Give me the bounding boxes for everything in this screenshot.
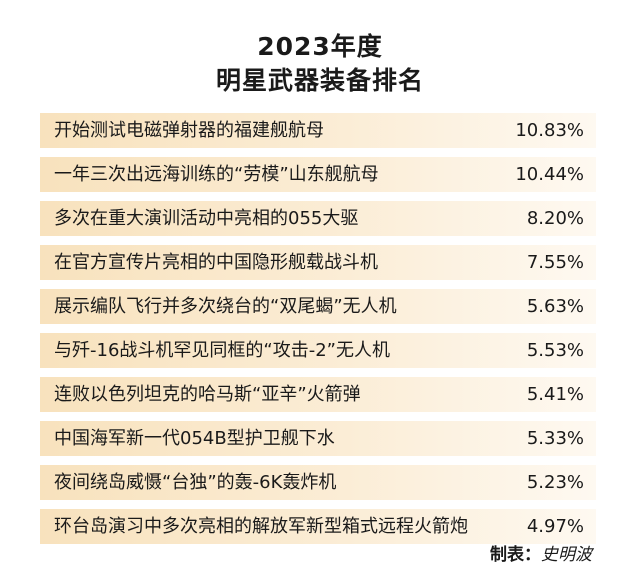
ranking-table: 开始测试电磁弹射器的福建舰航母 10.83% 一年三次出远海训练的“劳模”山东舰航母… [40,113,596,553]
ranking-row: 夜间绕岛威慑“台独”的轰-6K轰炸机 5.23% [40,465,596,500]
ranking-row: 在官方宣传片亮相的中国隐形舰载战斗机 7.55% [40,245,596,280]
ranking-row: 环台岛演习中多次亮相的解放军新型箱式远程火箭炮 4.97% [40,509,596,544]
chart-title-line-1: 2023年度 [257,32,383,61]
ranking-row-value: 5.23% [526,472,584,493]
credit-author: 史明波 [541,545,592,565]
ranking-row: 与歼-16战斗机罕见同框的“攻击-2”无人机 5.53% [40,333,596,368]
ranking-row-label: 连败以色列坦克的哈马斯“亚辛”火箭弹 [54,384,361,405]
ranking-row-value: 5.33% [526,428,584,449]
ranking-row-label: 夜间绕岛威慑“台独”的轰-6K轰炸机 [54,472,337,493]
ranking-row-value: 5.41% [526,384,584,405]
ranking-row-label: 中国海军新一代054B型护卫舰下水 [54,428,335,449]
credit-prefix: 制表： [490,545,541,565]
credit-line: 制表：史明波 [490,540,592,565]
ranking-row-label: 多次在重大演训活动中亮相的055大驱 [54,208,359,229]
ranking-row-label: 一年三次出远海训练的“劳模”山东舰航母 [54,164,379,185]
ranking-row-value: 5.53% [526,340,584,361]
ranking-row-value: 7.55% [526,252,584,273]
ranking-row-value: 4.97% [526,516,584,537]
ranking-row-label: 展示编队飞行并多次绕台的“双尾蝎”无人机 [54,296,397,317]
ranking-row-label: 与歼-16战斗机罕见同框的“攻击-2”无人机 [54,340,390,361]
ranking-row: 一年三次出远海训练的“劳模”山东舰航母 10.44% [40,157,596,192]
ranking-row-value: 10.83% [515,120,584,141]
ranking-row: 连败以色列坦克的哈马斯“亚辛”火箭弹 5.41% [40,377,596,412]
ranking-row-label: 在官方宣传片亮相的中国隐形舰载战斗机 [54,252,378,273]
ranking-row-label: 环台岛演习中多次亮相的解放军新型箱式远程火箭炮 [54,516,468,537]
ranking-row-value: 5.63% [526,296,584,317]
ranking-row: 展示编队飞行并多次绕台的“双尾蝎”无人机 5.63% [40,289,596,324]
ranking-row-label: 开始测试电磁弹射器的福建舰航母 [54,120,324,141]
ranking-row: 多次在重大演训活动中亮相的055大驱 8.20% [40,201,596,236]
ranking-row-value: 8.20% [526,208,584,229]
chart-title: 2023年度 明星武器装备排名 [0,30,640,98]
chart-title-line-2: 明星武器装备排名 [215,66,424,95]
ranking-row-value: 10.44% [515,164,584,185]
ranking-row: 中国海军新一代054B型护卫舰下水 5.33% [40,421,596,456]
ranking-row: 开始测试电磁弹射器的福建舰航母 10.83% [40,113,596,148]
